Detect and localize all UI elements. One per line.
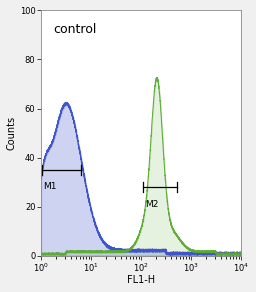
Text: M2: M2	[146, 200, 159, 209]
Text: M1: M1	[43, 182, 57, 192]
Text: control: control	[53, 23, 97, 36]
X-axis label: FL1-H: FL1-H	[127, 275, 155, 285]
Y-axis label: Counts: Counts	[7, 116, 17, 150]
